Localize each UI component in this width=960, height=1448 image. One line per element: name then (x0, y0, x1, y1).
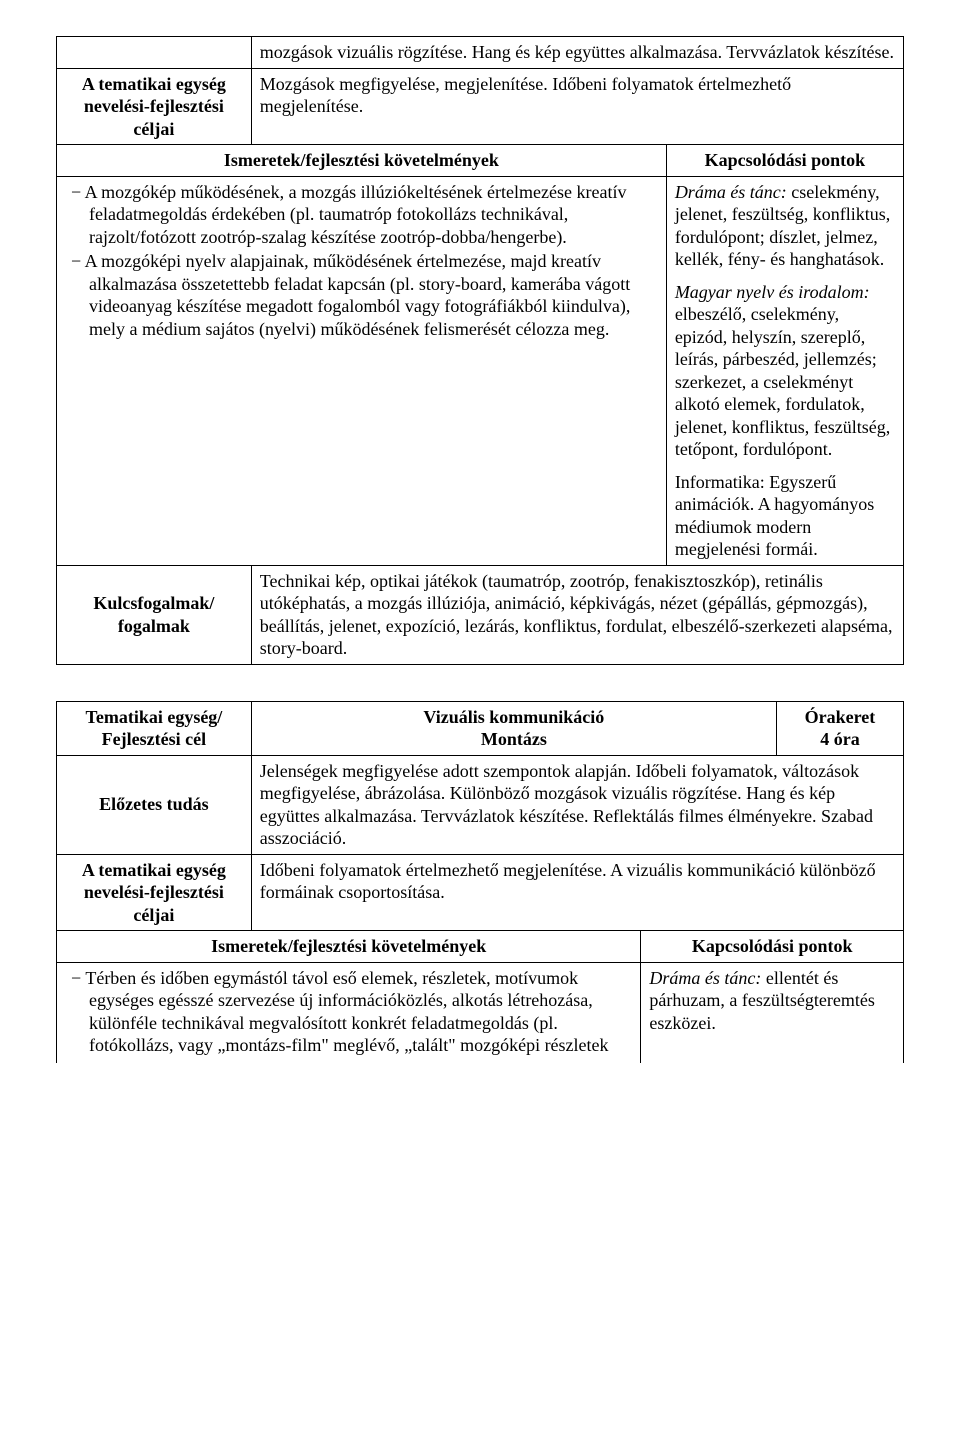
t2-prior-content: Jelenségek megfigyelése adott szempontok… (251, 755, 903, 854)
t1-drama-prefix: Dráma és tánc: (675, 182, 787, 202)
t2-connection-drama: Dráma és tánc: ellentét és párhuzam, a f… (649, 967, 895, 1035)
t1-connection-hungarian: Magyar nyelv és irodalom: elbeszélő, cse… (675, 281, 895, 461)
t2-hours-cell: Órakeret 4 óra (776, 701, 903, 755)
t2-requirements-list: Térben és időben egymástól távol eső ele… (65, 967, 632, 1057)
t2-hours-line1: Órakeret (785, 706, 895, 729)
t1-requirements-list: A mozgókép működésének, a mozgás illúzió… (65, 181, 658, 341)
t1-r1c1 (57, 37, 252, 69)
t1-keyterms-content: Technikai kép, optikai játékok (taumatró… (251, 565, 903, 664)
t2-unit-label: Tematikai egység/ Fejlesztési cél (57, 701, 252, 755)
curriculum-table-2: Tematikai egység/ Fejlesztési cél Vizuál… (56, 701, 904, 932)
t2-title-line2: Montázs (260, 728, 768, 751)
t1-bullet: A mozgóképi nyelv alapjainak, működéséne… (89, 250, 658, 340)
t1-keyterms-label: Kulcsfogalmak/ fogalmak (57, 565, 252, 664)
curriculum-table-1: mozgások vizuális rögzítése. Hang és kép… (56, 36, 904, 665)
t2-requirements-cell: Térben és időben egymástól távol eső ele… (57, 962, 641, 1063)
t1-connection-informatics: Informatika: Egyszerű animációk. A hagyo… (675, 471, 895, 561)
t2-title-line1: Vizuális kommunikáció (260, 706, 768, 729)
t2-drama-prefix: Dráma és tánc: (649, 968, 761, 988)
t1-goals-content: Mozgások megfigyelése, megjelenítése. Id… (251, 68, 903, 145)
t1-hun-rest: elbeszélő, cselekmény, epizód, helyszín,… (675, 304, 890, 459)
t1-connections-header: Kapcsolódási pontok (666, 145, 903, 177)
t2-connections-cell: Dráma és tánc: ellentét és párhuzam, a f… (641, 962, 904, 1063)
t1-bullet: A mozgókép működésének, a mozgás illúzió… (89, 181, 658, 249)
t2-prior-label: Előzetes tudás (57, 755, 252, 854)
t2-connections-header: Kapcsolódási pontok (641, 931, 904, 963)
t2-goals-content: Időbeni folyamatok értelmezhető megjelen… (251, 854, 903, 931)
t1-connections-cell: Dráma és tánc: cselekmény, jelenet, fesz… (666, 176, 903, 565)
t1-requirements-cell: A mozgókép működésének, a mozgás illúzió… (57, 176, 667, 565)
t1-goals-label: A tematikai egység nevelési-fejlesztési … (57, 68, 252, 145)
t1-requirements-header: Ismeretek/fejlesztési követelmények (57, 145, 667, 177)
t1-r1c2: mozgások vizuális rögzítése. Hang és kép… (251, 37, 903, 69)
t1-connection-drama: Dráma és tánc: cselekmény, jelenet, fesz… (675, 181, 895, 271)
curriculum-table-2b: Ismeretek/fejlesztési követelmények Kapc… (56, 930, 904, 1063)
t2-title-cell: Vizuális kommunikáció Montázs (251, 701, 776, 755)
t1-hun-prefix: Magyar nyelv és irodalom: (675, 282, 870, 302)
t2-goals-label: A tematikai egység nevelési-fejlesztési … (57, 854, 252, 931)
t2-hours-line2: 4 óra (785, 728, 895, 751)
t2-requirements-header: Ismeretek/fejlesztési követelmények (57, 931, 641, 963)
t2-bullet: Térben és időben egymástól távol eső ele… (89, 967, 632, 1057)
